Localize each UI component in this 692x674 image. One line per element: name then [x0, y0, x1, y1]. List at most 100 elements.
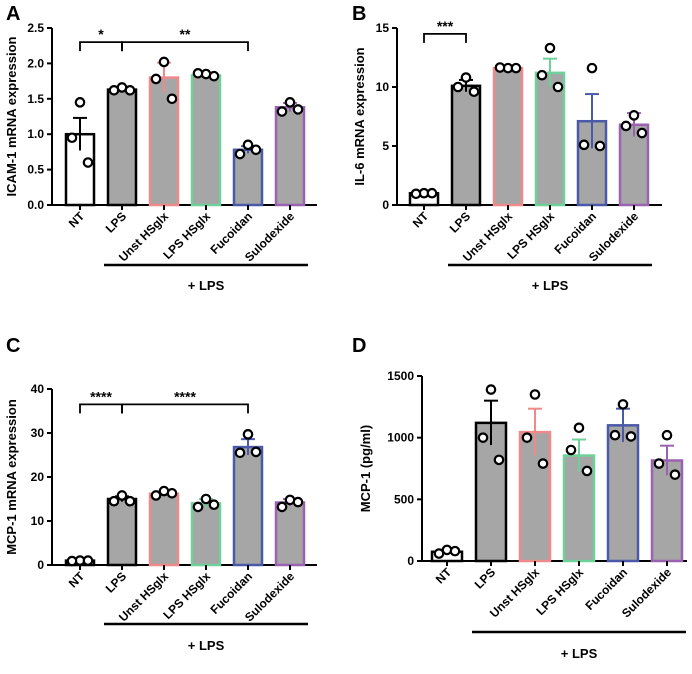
data-point [124, 495, 136, 507]
y-tick-label: 20 [31, 470, 45, 484]
y-tick-label: 10 [31, 514, 45, 528]
y-axis-label: IL-6 mRNA expression [352, 47, 367, 185]
y-tick-label: 1.5 [27, 92, 44, 106]
data-point [150, 73, 162, 85]
data-point [449, 545, 461, 557]
data-point [410, 188, 422, 200]
significance-label: * [98, 26, 104, 42]
data-point [150, 490, 162, 501]
significance-label: **** [174, 388, 196, 404]
y-tick-label: 15 [376, 21, 390, 35]
significance-label: ** [180, 26, 191, 42]
y-tick-label: 0.5 [27, 163, 44, 177]
y-tick-label: 1000 [387, 431, 414, 445]
data-point [82, 157, 94, 168]
data-point [208, 499, 220, 511]
data-point [208, 70, 220, 82]
bar-lps [106, 497, 138, 567]
data-point [460, 72, 472, 83]
y-tick-label: 1500 [387, 369, 414, 383]
data-point [477, 432, 489, 443]
x-tick-label: LPS HSglx [533, 565, 586, 618]
data-point [586, 62, 598, 74]
panel-A: A ICAM-1 mRNA expression 0.0 0.5 1.0 1.5 2.0 2.… [4, 3, 317, 293]
data-point [192, 68, 204, 79]
group-label: + LPS [561, 646, 598, 661]
group-label: + LPS [188, 638, 225, 653]
data-point [537, 458, 549, 469]
data-point [66, 132, 78, 144]
panel-label: B [352, 3, 366, 25]
x-tick-label: NT [66, 209, 88, 231]
data-point [468, 86, 480, 98]
data-point [669, 469, 681, 480]
data-point [66, 555, 78, 567]
bar-lps-hsglx [534, 71, 566, 207]
data-point [242, 139, 254, 151]
data-point [124, 85, 136, 96]
data-point [426, 187, 438, 199]
data-point [276, 501, 288, 513]
group-label: + LPS [188, 278, 225, 293]
significance-label: **** [90, 388, 112, 404]
data-point [661, 429, 673, 441]
data-point [594, 140, 606, 152]
x-tick-label: LPS [103, 209, 129, 235]
bar-unst-hsglx [492, 66, 524, 207]
data-point [578, 139, 590, 151]
data-point [653, 458, 665, 469]
y-tick-label: 2.0 [27, 56, 44, 70]
y-tick-label: 10 [376, 80, 390, 94]
data-point [573, 422, 585, 434]
data-point [292, 496, 304, 508]
bar-fucoidan [232, 445, 264, 567]
significance-bracket [423, 33, 467, 43]
y-tick-label: 30 [31, 426, 45, 440]
bar-lps [106, 88, 138, 207]
y-tick-label: 5 [382, 139, 389, 153]
data-point [433, 548, 445, 559]
data-point [158, 56, 170, 68]
panel-label: A [6, 3, 20, 25]
significance-bracket [79, 41, 123, 52]
data-point [552, 81, 564, 93]
bar-unst-hsglx [148, 492, 180, 567]
data-point [617, 399, 629, 410]
y-tick-label: 0 [382, 198, 389, 212]
data-point [192, 501, 204, 513]
data-point [536, 69, 548, 81]
data-point [581, 465, 593, 477]
data-point [485, 384, 497, 395]
data-point [521, 432, 533, 443]
y-tick-label: 2.5 [27, 21, 44, 35]
data-point [609, 429, 621, 441]
data-point [234, 447, 246, 459]
data-point [250, 446, 262, 458]
data-point [108, 85, 120, 96]
significance-bracket [121, 41, 249, 52]
bar-sulodexide [274, 106, 306, 207]
data-point [166, 487, 178, 499]
x-tick-label: NT [433, 565, 455, 587]
panel-label: D [352, 335, 366, 357]
data-point [74, 97, 86, 108]
y-axis-label: MCP-1 (pg/ml) [358, 425, 373, 512]
data-point [108, 495, 120, 507]
x-tick-label: LPS [447, 209, 473, 235]
data-point [276, 106, 288, 117]
data-point [234, 148, 246, 160]
data-point [284, 97, 296, 108]
data-point [494, 62, 506, 73]
group-label: + LPS [532, 278, 569, 293]
y-tick-label: 0.0 [27, 198, 44, 212]
x-tick-label: NT [66, 569, 88, 591]
y-tick-label: 1.0 [27, 127, 44, 141]
y-tick-label: 40 [31, 382, 45, 396]
data-point [620, 120, 632, 132]
data-point [628, 110, 640, 121]
data-point [82, 555, 94, 566]
data-point [510, 62, 522, 74]
